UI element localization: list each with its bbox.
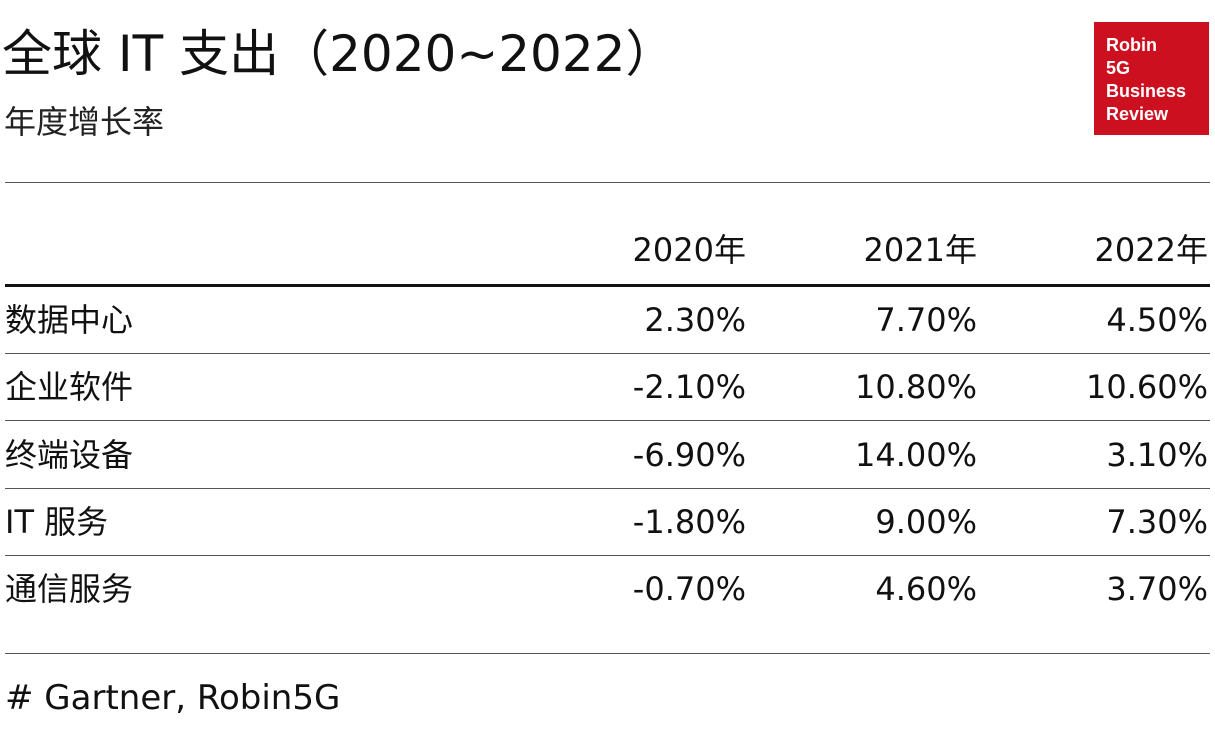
cell-value: 9.00% (875, 502, 977, 541)
logo: Robin 5G Business Review (1094, 22, 1209, 135)
cell-value: 7.70% (875, 301, 977, 339)
cell-value: 14.00% (854, 435, 977, 474)
cell-value: -6.90% (632, 435, 746, 474)
title: 全球 IT 支出（2020~2022） (2, 25, 676, 83)
column-header: 2020年 (632, 231, 746, 269)
logo-line: Review (1106, 104, 1169, 124)
row-divider (5, 487, 1210, 489)
cell-value: 4.50% (1106, 301, 1208, 339)
cell-value: 3.70% (1106, 570, 1208, 609)
cell-value: -1.80% (632, 502, 746, 541)
cell-value: 10.60% (1085, 368, 1208, 407)
cell-value: 4.60% (875, 570, 977, 609)
divider (5, 653, 1210, 654)
cell-value: -2.10% (632, 368, 746, 407)
cell-value: -0.70% (632, 570, 746, 609)
subtitle: 年度增长率 (4, 103, 165, 141)
row-label: IT 服务 (5, 502, 109, 541)
source: # Gartner, Robin5G (5, 678, 341, 718)
row-divider (5, 353, 1210, 354)
column-header: 2021年 (863, 231, 977, 269)
row-label: 数据中心 (5, 301, 134, 339)
row-label: 终端设备 (5, 435, 134, 474)
cell-value: 7.30% (1106, 502, 1208, 541)
row-label: 企业软件 (5, 368, 134, 407)
divider (5, 182, 1210, 183)
row-divider (5, 554, 1210, 556)
logo-line: Business (1106, 81, 1187, 101)
cell-value: 10.80% (854, 368, 977, 407)
column-header: 2022年 (1094, 231, 1208, 269)
logo-line: 5G (1106, 58, 1131, 78)
cell-value: 3.10% (1106, 435, 1208, 474)
row-label: 通信服务 (5, 570, 134, 609)
logo-line: Robin (1106, 35, 1157, 55)
cell-value: 2.30% (644, 301, 746, 339)
row-divider (5, 420, 1210, 422)
header-rule (5, 284, 1210, 287)
